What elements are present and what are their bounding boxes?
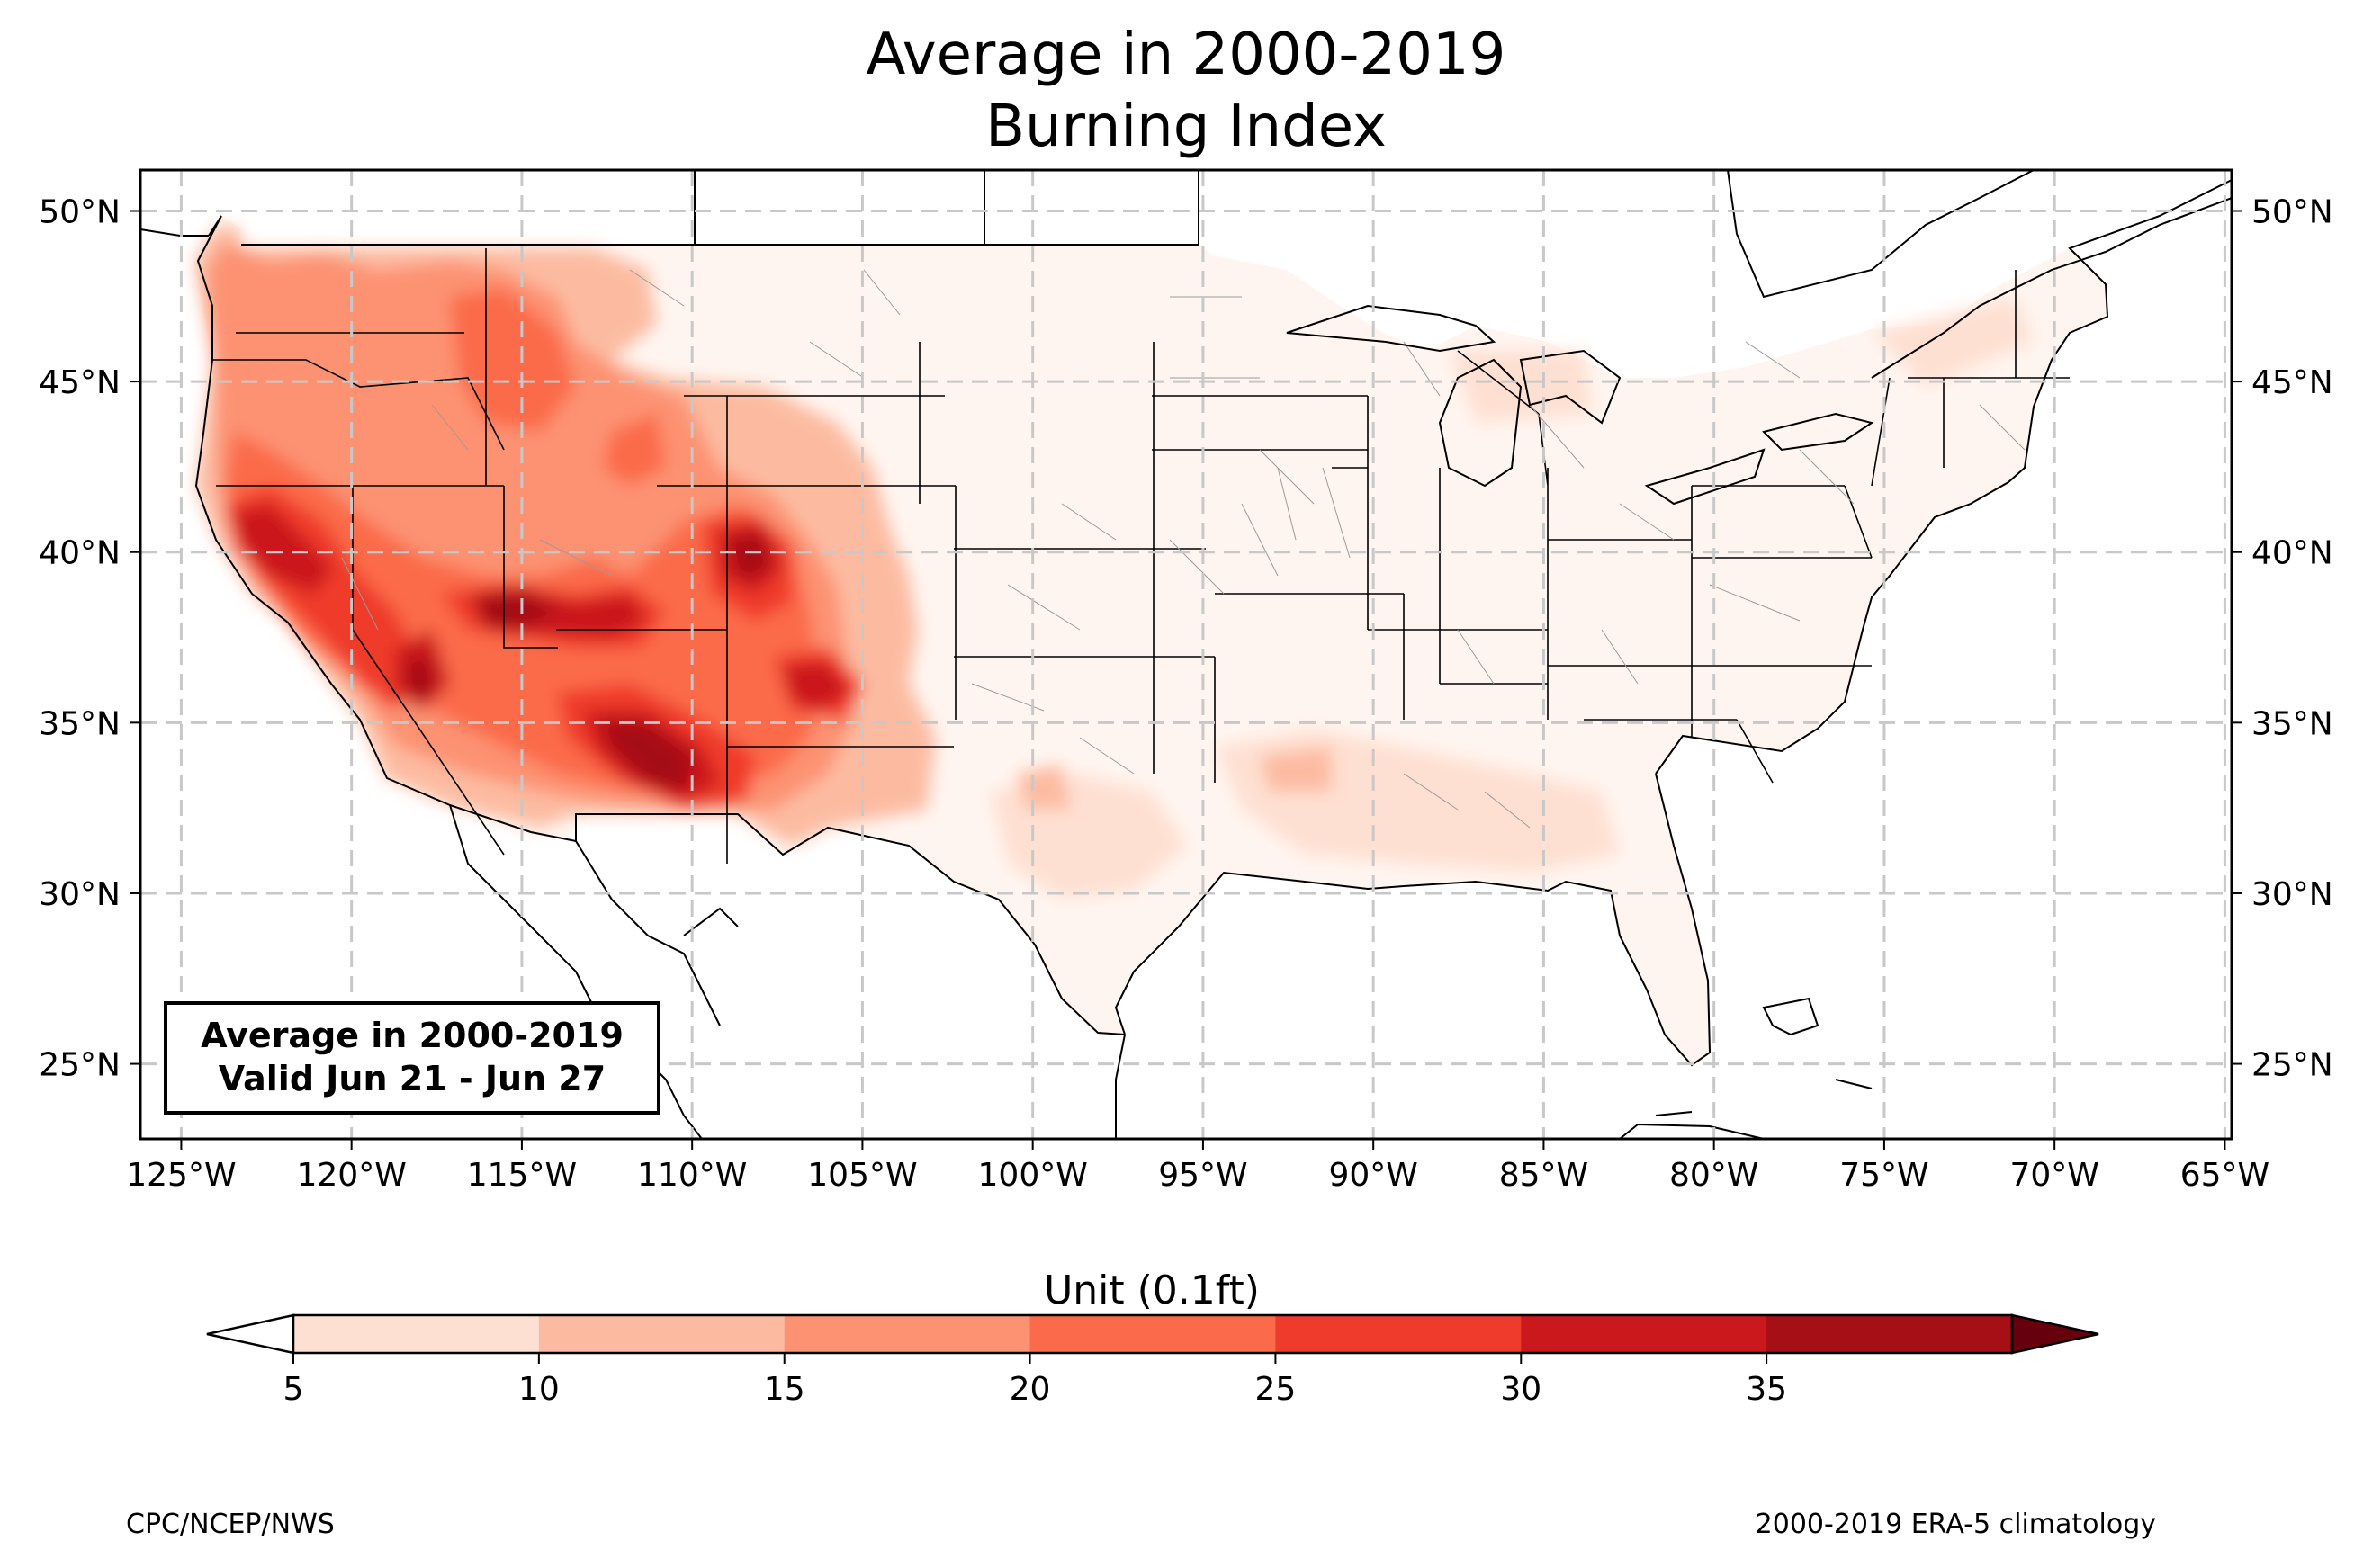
lon-tick-label: 65°W	[2180, 1157, 2269, 1194]
lat-tick-label: 25°N	[2251, 1047, 2333, 1084]
latitude-tick-labels-left: 50°N 45°N 40°N 35°N 30°N 25°N	[39, 194, 140, 1084]
lon-tick-label: 70°W	[2009, 1157, 2098, 1194]
lon-tick-label: 85°W	[1499, 1157, 1588, 1194]
colorbar-tick-label: 30	[1500, 1371, 1541, 1408]
colorbar-segment	[1766, 1315, 2013, 1353]
lon-tick-label: 75°W	[1839, 1157, 1928, 1194]
credit-right: 2000-2019 ERA-5 climatology	[1756, 1509, 2156, 1540]
longitude-tick-labels: 125°W 120°W 115°W 110°W 105°W 100°W 95°W 90°W 85…	[126, 1139, 2269, 1194]
colorbar-tick-label: 20	[1010, 1371, 1051, 1408]
colorbar-segment	[1029, 1315, 1276, 1353]
colorbar-segment	[293, 1315, 540, 1353]
colorbar	[206, 1313, 2099, 1355]
colorbar-frame	[292, 1313, 2014, 1355]
valid-period-line2: Valid Jun 21 - Jun 27	[219, 1059, 606, 1098]
lon-tick-label: 95°W	[1158, 1157, 1247, 1194]
lat-tick-label: 45°N	[2251, 364, 2333, 401]
lon-tick-label: 120°W	[297, 1157, 407, 1194]
colorbar-segment	[538, 1315, 786, 1353]
lat-tick-label: 50°N	[2251, 194, 2333, 231]
lat-tick-label: 40°N	[2251, 535, 2333, 572]
colorbar-tick-label: 5	[283, 1371, 304, 1408]
lat-tick-label: 25°N	[39, 1047, 121, 1084]
colorbar-title: Unit (0.1ft)	[1044, 1268, 1260, 1313]
lat-tick-label: 40°N	[39, 535, 121, 572]
valid-period-line1: Average in 2000-2019	[201, 1016, 624, 1055]
lon-tick-label: 100°W	[978, 1157, 1088, 1194]
lat-tick-label: 35°N	[39, 705, 121, 742]
chart-title-line2: Burning Index	[985, 94, 1387, 160]
latitude-tick-labels-right: 50°N 45°N 40°N 35°N 30°N 25°N	[2232, 194, 2333, 1084]
colorbar-segment	[1521, 1315, 1767, 1353]
colorbar-under-arrow	[206, 1313, 295, 1355]
map-area	[140, 170, 2232, 1139]
colorbar-tick-label: 35	[1746, 1371, 1787, 1408]
map-frame	[139, 168, 2233, 1141]
valid-period-box-frame	[164, 1001, 660, 1115]
colorbar-segment	[784, 1315, 1031, 1353]
chart-title-line1: Average in 2000-2019	[867, 22, 1506, 88]
colorbar-segment	[1275, 1315, 1522, 1353]
lat-tick-label: 50°N	[39, 194, 121, 231]
lat-tick-label: 45°N	[39, 364, 121, 401]
valid-period-box: Average in 2000-2019 Valid Jun 21 - Jun …	[164, 1001, 660, 1115]
lon-tick-label: 115°W	[467, 1157, 577, 1194]
colorbar-tick-label: 15	[764, 1371, 805, 1408]
lat-tick-label: 30°N	[39, 876, 121, 913]
gridlines	[140, 170, 2232, 1139]
county-lines	[341, 269, 2026, 829]
lat-tick-label: 35°N	[2251, 705, 2333, 742]
colorbar-tick-labels: 5 10 15 20 25 30 35	[283, 1353, 1787, 1408]
lon-tick-label: 80°W	[1669, 1157, 1758, 1194]
credit-left: CPC/NCEP/NWS	[126, 1509, 335, 1540]
colorbar-over-arrow	[2010, 1313, 2099, 1355]
colorbar-tick-label: 25	[1255, 1371, 1297, 1408]
lon-tick-label: 105°W	[807, 1157, 917, 1194]
lat-tick-label: 30°N	[2251, 876, 2333, 913]
heat-contours	[194, 225, 2034, 900]
lon-tick-label: 125°W	[126, 1157, 236, 1194]
lon-tick-label: 90°W	[1328, 1157, 1417, 1194]
lon-tick-label: 110°W	[637, 1157, 747, 1194]
colorbar-tick-label: 10	[518, 1371, 560, 1408]
